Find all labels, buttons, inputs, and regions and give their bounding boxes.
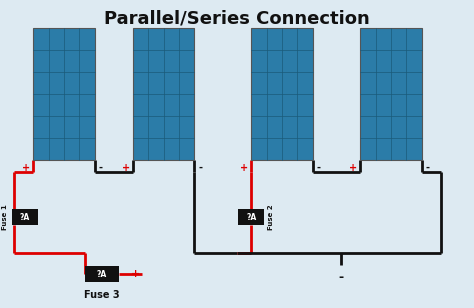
Text: -: - <box>99 163 102 173</box>
Text: -: - <box>198 163 202 173</box>
Text: ?A: ?A <box>246 213 256 222</box>
Text: +: + <box>121 163 130 173</box>
FancyBboxPatch shape <box>251 28 313 160</box>
FancyBboxPatch shape <box>85 266 118 282</box>
Text: ?A: ?A <box>20 213 30 222</box>
FancyBboxPatch shape <box>238 209 264 225</box>
FancyBboxPatch shape <box>12 209 38 225</box>
FancyBboxPatch shape <box>33 28 95 160</box>
Text: Fuse 1: Fuse 1 <box>2 204 8 230</box>
Text: -: - <box>426 163 429 173</box>
Text: -: - <box>339 271 344 284</box>
FancyBboxPatch shape <box>360 28 422 160</box>
Text: +: + <box>349 163 357 173</box>
Text: +: + <box>22 163 30 173</box>
Text: ?A: ?A <box>97 270 107 279</box>
Text: -: - <box>317 163 320 173</box>
Text: Parallel/Series Connection: Parallel/Series Connection <box>104 9 370 27</box>
Text: +: + <box>240 163 248 173</box>
FancyBboxPatch shape <box>133 28 194 160</box>
Text: Fuse 2: Fuse 2 <box>268 204 274 230</box>
Text: +: + <box>130 269 140 279</box>
Text: Fuse 3: Fuse 3 <box>84 290 120 299</box>
